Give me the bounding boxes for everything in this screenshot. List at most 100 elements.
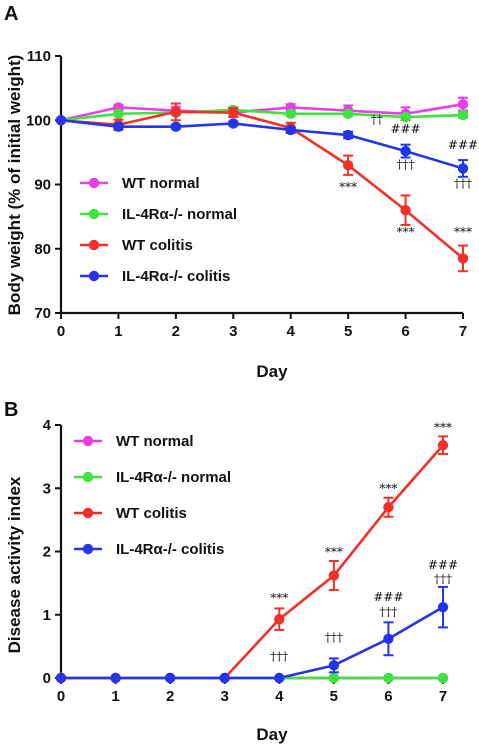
data-point-il-4ra-normal (383, 672, 394, 684)
series-il-4ra-colitis (55, 115, 469, 178)
y-axis-title-a: Body weight (% of initial weight) (5, 55, 24, 316)
data-point-wt-colitis (228, 107, 239, 118)
data-point-il-4ra-normal (328, 672, 340, 684)
y-tick-label: 110 (27, 48, 51, 65)
legend-item-il-4ra-colitis: IL-4Rα-/- colitis (74, 541, 224, 558)
data-point-il-4ra-colitis (285, 124, 296, 136)
legend-marker (88, 177, 100, 189)
significance-annotation: ††† (434, 572, 452, 586)
y-tick-label: 4 (43, 417, 52, 434)
legend-b: WT normal IL-4Rα-/- normal WT colitis IL-4R… (74, 433, 231, 558)
data-point-il-4ra-colitis (383, 633, 394, 644)
data-point-il-4ra-normal (437, 672, 449, 684)
legend-label: IL-4Rα-/- normal (122, 206, 237, 223)
significance-annotation: ††† (325, 630, 343, 644)
legend-label: WT colitis (116, 505, 187, 522)
x-tick-label: 5 (344, 323, 352, 340)
legend-item-wt-normal: WT normal (80, 175, 200, 192)
legend-marker (82, 471, 94, 483)
significance-annotation: *** (325, 545, 343, 559)
data-point-wt-colitis (383, 502, 394, 513)
series-il-4ra-colitis (55, 585, 449, 684)
significance-annotation: ### (428, 558, 458, 572)
significance-annotation: *** (397, 225, 415, 239)
data-point-il-4ra-normal (342, 108, 354, 120)
panel-b: B Disease activity index Day 0 1 2 3 4 5 6 7 0 1 2… (4, 399, 458, 744)
legend-marker (82, 507, 94, 519)
data-point-il-4ra-normal (113, 108, 124, 120)
x-tick-label: 5 (330, 688, 338, 705)
y-tick-label: 3 (43, 480, 51, 497)
x-tick-label: 1 (111, 688, 119, 705)
data-point-il-4ra-colitis (164, 672, 176, 684)
panel-a-letter: A (4, 3, 18, 25)
data-point-il-4ra-colitis (219, 672, 230, 684)
x-tick-label: 3 (229, 323, 237, 340)
data-point-il-4ra-colitis (400, 145, 411, 157)
data-point-il-4ra-colitis (170, 121, 182, 132)
plot-area-b: ***†††***†††***###†††***###††† (55, 420, 458, 684)
legend-label: WT normal (116, 433, 194, 450)
data-point-wt-colitis (400, 205, 411, 216)
legend-marker (88, 270, 100, 282)
x-tick-label: 6 (384, 688, 392, 705)
legend-item-il-4ra-normal: IL-4Rα-/- normal (74, 469, 231, 486)
x-axis-title-a: Day (256, 362, 288, 381)
significance-annotation: ††† (397, 157, 415, 171)
y-tick-label: 2 (43, 544, 51, 561)
significance-annotation: ### (373, 590, 403, 604)
significance-annotation: ### (448, 138, 478, 152)
legend-item-wt-normal: WT normal (74, 433, 194, 450)
legend-item-wt-colitis: WT colitis (74, 505, 187, 522)
legend-marker (82, 435, 94, 447)
x-tick-label: 7 (459, 323, 467, 340)
series-line-il-4ra-normal (60, 108, 464, 122)
data-point-il-4ra-colitis (55, 115, 67, 126)
y-tick-label: 100 (26, 112, 51, 129)
legend-marker (88, 208, 100, 220)
data-point-il-4ra-colitis (457, 163, 469, 174)
legend-item-wt-colitis: WT colitis (80, 237, 193, 254)
legend-label: IL-4Rα-/- normal (116, 469, 231, 486)
y-tick-label: 90 (34, 177, 51, 194)
x-tick-label: 3 (221, 688, 229, 705)
x-tick-label: 0 (57, 688, 65, 705)
series-line-il-4ra-colitis (60, 118, 464, 170)
significance-annotation: *** (434, 420, 452, 434)
y-tick-label: 70 (34, 305, 51, 322)
data-point-il-4ra-colitis (328, 660, 340, 671)
x-tick-label: 0 (57, 323, 65, 340)
data-point-wt-normal (457, 98, 469, 110)
significance-annotation: ††† (454, 177, 472, 191)
x-tick-label: 7 (439, 688, 447, 705)
legend-item-il-4ra-colitis: IL-4Rα-/- colitis (80, 268, 230, 285)
data-point-wt-colitis (342, 160, 354, 171)
panel-b-letter: B (4, 399, 18, 421)
significance-annotation: *** (270, 591, 288, 605)
data-point-il-4ra-colitis (113, 121, 124, 132)
legend-marker (88, 239, 100, 251)
data-point-il-4ra-normal (457, 109, 469, 121)
significance-annotation: ### (390, 122, 420, 136)
axes-b: 0 1 2 3 4 5 6 7 0 1 2 3 4 (43, 417, 448, 705)
significance-annotation: †† (371, 112, 383, 126)
data-point-il-4ra-normal (285, 108, 296, 120)
significance-annotation: ††† (270, 649, 288, 663)
data-point-il-4ra-colitis (437, 601, 449, 613)
x-tick-label: 2 (166, 688, 174, 705)
legend-label: IL-4Rα-/- colitis (116, 541, 224, 558)
data-point-il-4ra-colitis (55, 672, 67, 684)
legend-label: IL-4Rα-/- colitis (122, 268, 230, 285)
significance-annotation: *** (454, 225, 472, 239)
data-point-wt-colitis (170, 106, 182, 118)
significance-annotation: *** (339, 180, 357, 194)
data-point-il-4ra-colitis (228, 118, 239, 129)
data-point-il-4ra-colitis (274, 672, 285, 684)
x-tick-label: 2 (172, 323, 180, 340)
y-tick-label: 1 (43, 607, 51, 624)
x-tick-label: 4 (275, 688, 284, 705)
legend-a: WT normal IL-4Rα-/- normal WT colitis IL-4R… (80, 175, 237, 285)
data-point-wt-colitis (437, 440, 449, 451)
significance-annotation: ††† (379, 605, 397, 619)
